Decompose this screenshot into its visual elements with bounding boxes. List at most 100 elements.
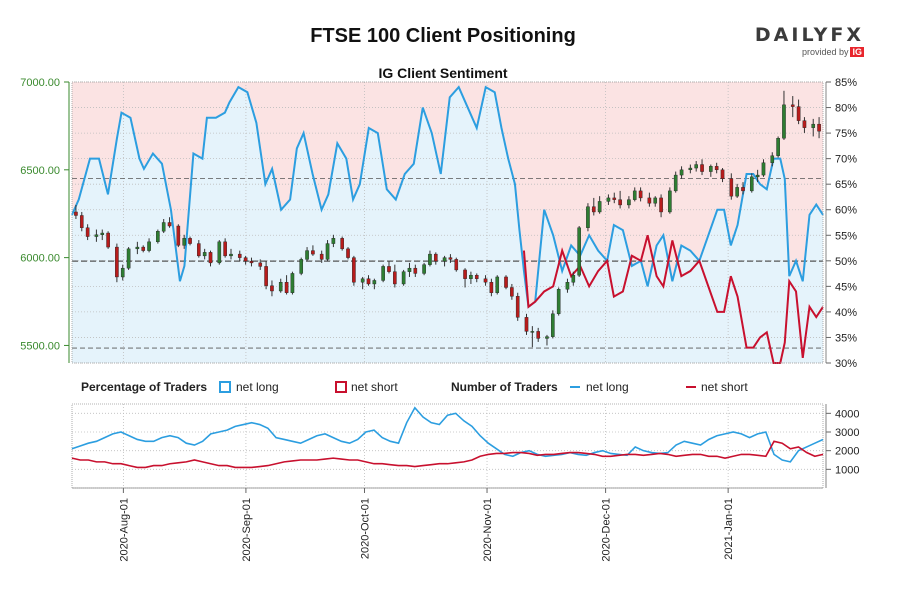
x-tick-label: 2020-Nov-01 bbox=[482, 498, 494, 562]
candle-body bbox=[749, 176, 754, 192]
candle-body bbox=[202, 252, 207, 257]
pct-tick-label: 30% bbox=[835, 358, 857, 370]
traders-panel: 4000 3000 2000 1000 bbox=[71, 403, 859, 489]
candle-body bbox=[469, 274, 473, 279]
candle-body bbox=[817, 123, 821, 132]
candle-body bbox=[597, 201, 602, 213]
candle-body bbox=[679, 169, 684, 176]
pct-tick-label: 70% bbox=[835, 154, 857, 166]
candle-body bbox=[217, 241, 222, 264]
candle-body bbox=[556, 289, 561, 315]
candle-body bbox=[223, 241, 227, 257]
candle-body bbox=[393, 271, 397, 285]
candle-body bbox=[331, 238, 336, 244]
candle-body bbox=[714, 166, 719, 171]
candle-body bbox=[586, 206, 590, 228]
candle-body bbox=[147, 241, 151, 251]
candle-body bbox=[545, 336, 549, 339]
candle-body bbox=[428, 253, 432, 265]
net-long-line bbox=[71, 85, 824, 309]
pct-tick-label: 60% bbox=[835, 205, 857, 217]
candle-body bbox=[489, 282, 494, 293]
candle-body bbox=[483, 278, 488, 283]
candle-body bbox=[442, 257, 447, 262]
net-short-line bbox=[522, 235, 824, 364]
legend-swatch-short bbox=[335, 381, 347, 393]
legend: Percentage of Traders net long net short Nu… bbox=[81, 380, 748, 394]
candle-body bbox=[688, 167, 693, 171]
candle-body bbox=[659, 197, 663, 213]
candle-body bbox=[401, 271, 406, 285]
candle-body bbox=[510, 287, 514, 297]
candle-body bbox=[668, 190, 672, 213]
candle-body bbox=[811, 123, 816, 128]
candle-body bbox=[284, 282, 289, 293]
candle-body bbox=[802, 120, 807, 128]
candle-body bbox=[448, 257, 453, 260]
candle-body bbox=[352, 257, 356, 283]
pct-tick-label: 50% bbox=[835, 256, 857, 268]
num-long-line bbox=[71, 406, 824, 463]
candle-body bbox=[135, 246, 140, 250]
x-tick-label: 2021-Jan-01 bbox=[723, 498, 735, 560]
candle-body bbox=[346, 248, 350, 258]
legend-num-label: Number of Traders bbox=[451, 380, 558, 394]
pct-tick-label: 75% bbox=[835, 128, 857, 140]
candle-body bbox=[530, 331, 535, 333]
candle-body bbox=[504, 276, 508, 288]
candle-body bbox=[413, 267, 418, 274]
candle-body bbox=[618, 199, 622, 206]
ig-logo: IG bbox=[850, 47, 864, 57]
candle-body bbox=[141, 246, 146, 251]
candle-body bbox=[755, 174, 760, 178]
candle-body bbox=[673, 174, 678, 192]
traders-tick-label: 2000 bbox=[835, 446, 859, 458]
brand-fx: FX bbox=[830, 24, 864, 46]
pct-tick-label: 45% bbox=[835, 281, 857, 293]
candle-body bbox=[126, 248, 131, 269]
traders-tick-label: 3000 bbox=[835, 427, 859, 439]
candle-body bbox=[325, 243, 330, 260]
x-tick-label: 2020-Sep-01 bbox=[241, 498, 253, 562]
candle-body bbox=[290, 273, 295, 293]
candle-body bbox=[237, 253, 242, 258]
traders-tick-label: 1000 bbox=[835, 464, 859, 476]
candle-body bbox=[422, 264, 426, 274]
candle-body bbox=[366, 278, 371, 285]
candle-body bbox=[360, 278, 365, 283]
pct-tick-label: 35% bbox=[835, 332, 857, 344]
pct-tick-label: 40% bbox=[835, 307, 857, 319]
candle-body bbox=[79, 215, 84, 228]
pct-tick-label: 55% bbox=[835, 230, 857, 242]
candle-body bbox=[729, 178, 734, 197]
candle-body bbox=[74, 211, 78, 216]
pct-tick-label: 65% bbox=[835, 179, 857, 191]
candle-body bbox=[577, 227, 581, 276]
candle-body bbox=[612, 197, 617, 200]
net-long-area bbox=[72, 87, 823, 363]
candle-body bbox=[524, 317, 529, 332]
price-tick-label: 5500.00 bbox=[20, 340, 60, 352]
candle-body bbox=[381, 266, 385, 281]
candle-body bbox=[85, 227, 90, 237]
candle-body bbox=[106, 232, 110, 248]
net-short-area bbox=[72, 82, 823, 307]
candle-body bbox=[720, 169, 725, 179]
candle-body bbox=[278, 282, 283, 292]
candle-body bbox=[167, 222, 172, 227]
candle-body bbox=[591, 206, 596, 213]
candle-body bbox=[208, 252, 213, 264]
price-tick-label: 6000.00 bbox=[20, 253, 60, 265]
candle-body bbox=[565, 282, 570, 290]
candle-body bbox=[632, 190, 637, 200]
x-tick-label: 2020-Oct-01 bbox=[359, 498, 371, 559]
candle-body bbox=[387, 266, 391, 272]
brand-provided-by: provided by bbox=[801, 47, 849, 57]
sentiment-panel: 7000.00 6500.00 6000.00 5500.00 85% 80% 75% 70%… bbox=[20, 77, 857, 370]
candle-body bbox=[536, 331, 540, 339]
legend-num-long-label: net long bbox=[586, 380, 629, 394]
traders-frame bbox=[71, 403, 824, 489]
candle-body bbox=[243, 257, 248, 262]
candle-body bbox=[515, 296, 520, 318]
